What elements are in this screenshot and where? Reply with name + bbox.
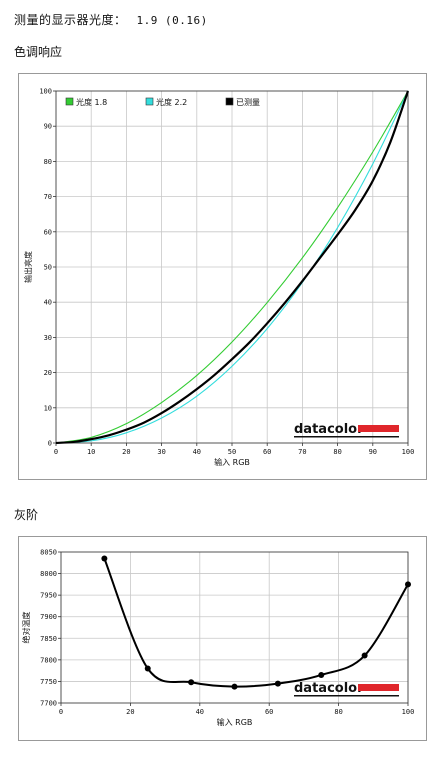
y-tick-label: 7700 [40,700,57,708]
data-point [231,683,238,690]
legend-swatch [145,97,154,106]
grid [60,551,409,704]
datacolor-logo-text: datacolor [294,681,364,696]
x-tick-label: 70 [298,448,306,456]
datacolor-logo-underline [294,695,399,697]
legend-label: 光度 2.2 [156,97,187,107]
data-point [274,680,281,687]
grayscale-title: 灰阶 [14,508,39,522]
y-tick-label: 8000 [40,570,57,578]
y-tick-label: 60 [44,228,52,236]
y-axis-label: 绝对温度 [21,612,31,644]
x-tick-label: 80 [333,448,341,456]
x-tick-label: 40 [193,448,201,456]
grid [55,90,409,444]
legend-label: 光度 1.8 [76,97,107,107]
datacolor-logo-text: datacolor [294,422,364,437]
y-tick-label: 50 [44,264,52,272]
data-point [361,652,368,659]
data-point [318,671,325,678]
data-point [101,555,108,562]
x-tick-label: 40 [196,708,204,716]
x-axis-label: 输入 RGB [214,457,250,467]
x-axis-label: 输入 RGB [217,717,253,727]
x-tick-label: 10 [87,448,95,456]
x-tick-label: 50 [228,448,236,456]
series-2-line [55,90,410,445]
y-tick-label: 7850 [40,635,57,643]
tone-response-chart: 0 10 20 30 40 50 60 70 80 90 100 0 10 20 30 40 50 60 70 80 9… [23,88,415,468]
x-tick-label: 60 [263,448,271,456]
y-tick-label: 80 [44,158,52,166]
datacolor-logo: datacolor [294,422,399,438]
tone-response-title: 色调响应 [14,45,63,59]
y-tick-label: 8050 [40,549,57,557]
y-tick-label: 70 [44,193,52,201]
legend-swatch [225,97,234,106]
tone-response-chart-panel: 0 10 20 30 40 50 60 70 80 90 100 0 10 20 30 40 50 60 70 80 9… [18,73,427,480]
datacolor-logo-underline [294,436,399,438]
y-axis-label: 输出亮度 [23,251,33,283]
y-tick-label: 100 [39,88,52,96]
data-point [144,665,151,672]
data-point [188,679,195,686]
data-point [405,581,411,588]
x-tick-label: 100 [402,708,415,716]
x-tick-label: 90 [369,448,377,456]
y-tick-label: 40 [44,299,52,307]
x-tick-label: 60 [265,708,273,716]
datacolor-logo-bar [358,684,399,691]
y-tick-label: 20 [44,369,52,377]
series-1-line [55,90,409,444]
x-tick-label: 20 [122,448,130,456]
x-tick-label: 0 [59,708,63,716]
x-tick-label: 80 [334,708,342,716]
y-tick-label: 7950 [40,592,57,600]
measured-gamma-line: 测量的显示器光度： 1.9 (0.16) [14,11,208,28]
x-tick-label: 100 [402,448,415,456]
grayscale-chart-panel: 0 20 40 60 80 100 7700 7750 7800 7850 7900 7950 8000… [18,536,427,741]
x-tick-label: 30 [157,448,165,456]
x-tick-label: 20 [126,708,134,716]
datacolor-logo: datacolor [294,681,399,697]
y-tick-label: 7900 [40,613,57,621]
measured-gamma-label: 测量的显示器光度： [14,13,127,27]
y-tick-label: 30 [44,334,52,342]
legend-swatch [65,97,74,106]
grayscale-chart: 0 20 40 60 80 100 7700 7750 7800 7850 7900 7950 8000… [21,549,415,728]
x-tick-label: 0 [54,448,58,456]
measured-gamma-value: 1.9 (0.16) [136,14,208,27]
y-tick-label: 7800 [40,656,57,664]
y-tick-label: 0 [48,440,52,448]
datacolor-logo-bar [358,425,399,432]
plot-frame [60,551,409,704]
y-tick-label: 10 [44,404,52,412]
y-tick-label: 7750 [40,678,57,686]
legend-label: 已测量 [236,98,260,107]
series-0-line [55,90,409,444]
y-tick-label: 90 [44,123,52,131]
